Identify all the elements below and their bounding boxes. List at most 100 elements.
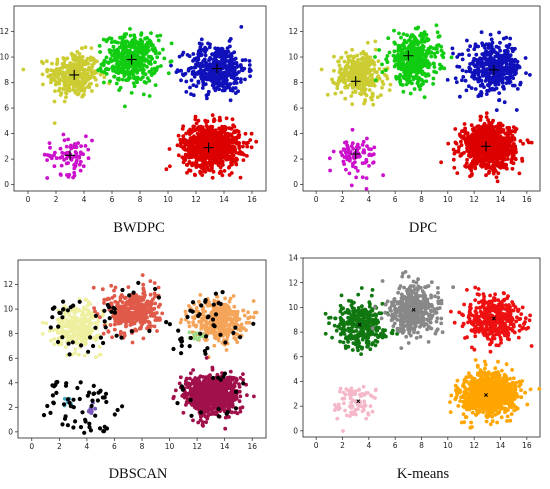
data-point	[348, 157, 352, 162]
data-point	[392, 40, 397, 45]
data-point	[254, 139, 259, 144]
data-point	[236, 151, 241, 156]
data-point	[396, 63, 401, 68]
data-point	[199, 155, 203, 160]
data-point	[134, 69, 138, 74]
data-point	[479, 90, 483, 94]
data-point	[156, 38, 161, 43]
data-point	[513, 144, 518, 149]
data-point	[454, 141, 459, 146]
data-point	[81, 164, 86, 169]
data-point	[231, 123, 236, 128]
data-point	[442, 66, 447, 71]
data-point	[73, 90, 78, 95]
data-point	[220, 81, 225, 86]
data-point	[464, 165, 469, 169]
data-point	[432, 61, 436, 66]
data-point	[83, 144, 88, 148]
data-point	[77, 154, 81, 159]
data-point	[484, 42, 489, 47]
data-point	[125, 70, 130, 74]
data-point	[70, 78, 75, 83]
data-point	[103, 67, 108, 72]
data-point	[452, 165, 457, 170]
data-point	[411, 68, 415, 72]
data-point	[504, 147, 508, 151]
data-point	[191, 52, 196, 56]
data-point	[213, 157, 217, 162]
data-point	[491, 160, 496, 164]
data-point	[498, 40, 502, 45]
data-point	[247, 63, 252, 67]
data-point	[175, 143, 180, 148]
cluster-3	[169, 25, 253, 103]
data-point	[355, 169, 360, 173]
data-point	[469, 123, 474, 128]
data-point	[209, 132, 213, 137]
data-point	[153, 48, 158, 53]
data-point	[147, 94, 152, 98]
data-point	[521, 141, 525, 146]
data-point	[227, 85, 232, 90]
x-tick-label: 12	[191, 195, 201, 204]
data-point	[58, 156, 63, 160]
data-point	[69, 75, 73, 79]
data-point	[366, 78, 371, 82]
data-point	[414, 75, 418, 80]
data-point	[106, 296, 110, 301]
data-point	[179, 68, 184, 73]
data-point	[55, 57, 60, 62]
data-point	[219, 60, 224, 65]
data-point	[228, 37, 233, 41]
data-point	[380, 85, 384, 90]
data-point	[148, 59, 153, 64]
data-point	[213, 128, 218, 133]
data-point	[62, 158, 66, 162]
data-point	[73, 323, 78, 328]
data-point	[84, 341, 88, 346]
data-point	[369, 147, 373, 152]
data-point	[452, 151, 457, 156]
data-point	[417, 61, 422, 66]
data-point	[460, 68, 465, 73]
data-point	[492, 79, 496, 83]
data-point	[64, 95, 68, 100]
data-point	[205, 96, 209, 101]
data-point	[118, 55, 122, 60]
data-point	[87, 327, 92, 332]
y-tick-label: 2	[293, 155, 298, 164]
data-point	[346, 60, 351, 64]
data-point	[482, 137, 486, 142]
data-point	[191, 124, 196, 129]
data-point	[421, 79, 425, 83]
data-point	[394, 74, 398, 79]
data-point	[341, 76, 345, 81]
data-point	[392, 28, 396, 33]
data-point	[189, 78, 194, 83]
data-point	[200, 69, 205, 74]
data-point	[64, 81, 68, 85]
data-point	[227, 156, 231, 161]
y-tick-label: 0	[293, 180, 298, 189]
data-point	[219, 46, 224, 51]
data-point	[168, 164, 172, 169]
data-point	[387, 88, 392, 92]
data-point	[117, 88, 121, 92]
data-point	[491, 171, 496, 176]
data-point	[379, 93, 383, 97]
data-point	[227, 165, 231, 170]
data-point	[190, 145, 194, 150]
data-point	[353, 160, 357, 165]
data-point	[492, 125, 496, 129]
data-point	[351, 146, 355, 151]
data-point	[149, 72, 154, 77]
data-point	[48, 154, 53, 159]
data-point	[501, 84, 506, 89]
data-point	[101, 331, 106, 336]
data-point	[518, 139, 523, 143]
data-point	[161, 47, 165, 52]
data-point	[431, 76, 436, 81]
data-point	[501, 157, 506, 162]
data-point	[476, 66, 481, 71]
data-point	[210, 52, 214, 57]
